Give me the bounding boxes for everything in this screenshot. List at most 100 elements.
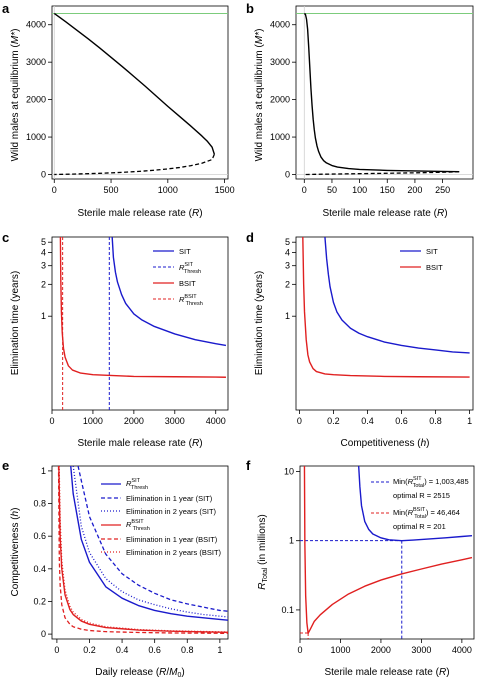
y-tick-label: 3 [285,261,290,271]
plot-frame-e [51,465,229,640]
legend-d: SIT BSIT [400,247,443,272]
panel-e: e 0 0.2 0.4 0.6 0.8 1 0 0.2 0.4 0.6 0.8 1 Daily rel… [2,458,229,679]
series-line [70,466,228,621]
y-tick-label: 4 [285,247,290,257]
x-tick-label: 0 [49,416,54,426]
y-tick-label: 1000 [270,132,290,142]
legend-label-sit: SIT [426,247,438,256]
y-tick-label: 0.4 [33,564,46,574]
series-line [303,12,460,173]
y-tick-label: 4000 [270,20,290,30]
panel-d: d 0 0.2 0.4 0.6 0.8 1 1 2 3 45 Competitiveness (h… [246,230,474,449]
y-tick-label: 4 [41,247,46,257]
legend-label-bsit: BSIT [179,279,196,288]
y-tick-label: 0.2 [33,596,46,606]
legend-e: RSIT Thresh Elimination in 1 year (SIT) E… [101,478,222,557]
x-tick-label: 4000 [206,416,226,426]
x-tick-label: 0 [302,185,307,195]
x-axis-label-f: Sterile male release rate (R) [324,667,449,678]
y-axis-label-d: Elimination time (years) [254,271,265,375]
y-tick-label: 4000 [26,20,46,30]
x-tick-label: 0.6 [148,645,161,655]
panel-label-c: c [2,230,9,245]
legend-label-e-4: RBSIT Thresh [126,519,150,532]
series-line [302,237,470,378]
y-tick-label: 1 [41,466,46,476]
x-tick-label: 200 [407,185,422,195]
y-tick-label: 0 [41,629,46,639]
y-tick-label: 2000 [26,95,46,105]
y-tick-label: 2000 [270,95,290,105]
x-tick-label: 0 [297,416,302,426]
series-line [57,466,228,634]
legend-label-e-5: Elimination in 1 year (BSIT) [126,535,218,544]
series-line [59,237,226,378]
panel-label-e: e [2,458,9,473]
y-tick-label: 3 [41,261,46,271]
y-tick-label: 1 [285,311,290,321]
y-tick-label: 0 [285,170,290,180]
x-tick-label: 2000 [124,416,144,426]
y-axis-label-a: Wild males at equilibrium (M*) [10,29,21,162]
legend-label-f-sit-opt: optimal R = 2515 [393,491,450,500]
series-line [303,466,473,634]
x-tick-label: 50 [327,185,337,195]
plot-frame-c [51,236,229,411]
y-tick-label: 3000 [270,57,290,67]
x-tick-label: 0 [297,645,302,655]
y-tick-label: 3000 [26,57,46,67]
x-tick-label: 150 [380,185,395,195]
panel-label-a: a [2,1,10,16]
y-axis-label-e: Competitiveness (h) [10,508,21,597]
series-line [357,466,473,542]
x-tick-label: 0.2 [83,645,96,655]
y-axis-label-f: RTotal (in millions) [257,514,269,589]
panel-f: f 0 1000 2000 3000 4000 0.1 1 10 Sterile male r… [246,458,475,678]
x-tick-label: 1000 [330,645,350,655]
legend-f: Min(RSIT Total) = 1,003,485 optimal R = 2… [371,476,469,531]
legend-label-f-bsit-opt: optimal R = 201 [393,522,446,531]
y-tick-label: 1 [289,536,294,546]
y-tick-label: 0.6 [33,531,46,541]
x-tick-label: 0.6 [395,416,408,426]
series-line [77,466,228,612]
x-tick-label: 1500 [215,185,235,195]
legend-label-f-sit: Min(RSIT Total) = 1,003,485 [393,476,469,489]
x-tick-label: 1 [467,416,472,426]
y-tick-label: 5 [41,237,46,247]
y-tick-label: 1 [41,311,46,321]
x-tick-label: 1000 [83,416,103,426]
x-axis-label-e: Daily release (R/M0) [95,667,185,679]
panel-label-f: f [246,458,251,473]
legend-label-e-2: Elimination in 1 year (SIT) [126,494,213,503]
legend-label-e-6: Elimination in 2 years (BSIT) [126,548,222,557]
y-tick-label: 5 [285,237,290,247]
x-tick-label: 0.8 [181,645,194,655]
x-tick-label: 3000 [411,645,431,655]
series-line [111,237,227,347]
legend-label-sit: SIT [179,247,191,256]
panel-label-b: b [246,1,254,16]
panel-label-d: d [246,230,254,245]
panel-b: b 0 50 100 150 200 250 0 1000 2000 3000 4000 Steri… [246,1,474,219]
x-tick-label: 1 [217,645,222,655]
y-tick-label: 10 [284,466,294,476]
x-tick-label: 1000 [158,185,178,195]
y-tick-label: 0.1 [281,605,294,615]
y-tick-label: 0.8 [33,499,46,509]
legend-label-e-3: Elimination in 2 years (SIT) [126,507,217,516]
series-line [304,171,460,176]
legend-label-f-bsit: Min(RBSIT Total) = 46,464 [393,507,460,520]
x-tick-label: 0 [54,645,59,655]
x-axis-label-a: Sterile male release rate (R) [77,208,202,219]
x-tick-label: 0.4 [361,416,374,426]
x-tick-label: 0.2 [327,416,340,426]
plot-frame-f [299,465,475,640]
x-tick-label: 100 [352,185,367,195]
plot-frame-b [295,5,474,180]
plot-frame-a [51,5,229,180]
x-tick-label: 0.4 [116,645,129,655]
legend-c: SIT RSIT Thresh BSIT RBSIT Thresh [153,247,203,307]
legend-label-bsit: BSIT [426,263,443,272]
x-tick-label: 4000 [452,645,472,655]
